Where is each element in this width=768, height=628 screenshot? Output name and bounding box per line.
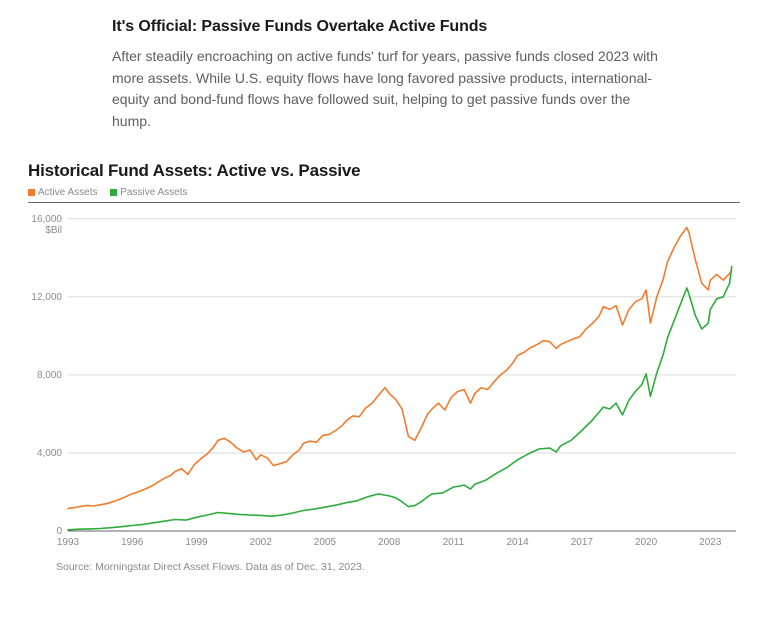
y-tick-label: 4,000 [37,448,62,459]
intro-title: It's Official: Passive Funds Overtake Ac… [112,18,672,36]
intro-body: After steadily encroaching on active fun… [112,46,672,133]
line-chart-svg: 0 4,000 8,000 12,000 16,000$Bil 1993 1996 1999 2… [28,203,740,553]
series-active-assets [68,227,732,508]
x-tick-label: 2023 [699,537,722,548]
chart-legend: Active Assets Passive Assets [28,187,740,198]
x-tick-label: 2005 [314,537,337,548]
x-tick-label: 2011 [443,537,465,548]
chart-source: Source: Morningstar Direct Asset Flows. … [56,561,740,573]
x-tick-label: 1996 [121,537,144,548]
chart-title: Historical Fund Assets: Active vs. Passi… [28,161,740,181]
x-tick-label: 1999 [185,537,208,548]
x-tick-label: 2017 [571,537,594,548]
chart-block: Historical Fund Assets: Active vs. Passi… [28,161,740,573]
x-tick-label: 2002 [250,537,273,548]
y-tick-label: 0 [56,526,62,537]
intro-block: It's Official: Passive Funds Overtake Ac… [112,18,672,133]
chart-frame: 0 4,000 8,000 12,000 16,000$Bil 1993 1996 1999 2… [28,202,740,553]
y-tick-label: 16,000 [31,214,62,225]
y-unit-label: $Bil [45,225,62,236]
y-tick-label: 12,000 [31,292,62,303]
legend-swatch-active [28,189,35,196]
x-tick-label: 2020 [635,537,658,548]
x-tick-label: 2008 [378,537,401,548]
x-tick-label: 2014 [506,537,529,548]
legend-label-active: Active Assets [38,187,97,198]
legend-swatch-passive [110,189,117,196]
legend-item-passive: Passive Assets [110,187,187,198]
page: It's Official: Passive Funds Overtake Ac… [0,18,768,573]
legend-label-passive: Passive Assets [120,187,187,198]
y-tick-label: 8,000 [37,370,62,381]
legend-item-active: Active Assets [28,187,100,198]
x-tick-label: 1993 [57,537,80,548]
